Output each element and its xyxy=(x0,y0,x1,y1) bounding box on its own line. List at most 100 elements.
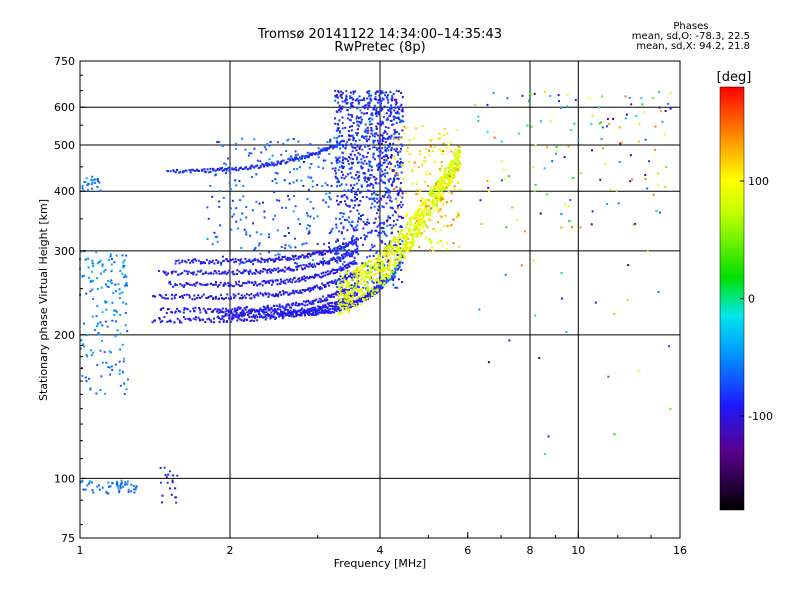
data-point xyxy=(354,261,357,264)
data-point xyxy=(400,171,403,174)
data-point xyxy=(297,140,300,143)
data-point xyxy=(107,492,110,495)
data-point xyxy=(369,197,372,200)
data-point xyxy=(221,145,224,147)
data-point xyxy=(346,117,349,120)
data-point xyxy=(376,288,379,291)
data-point xyxy=(364,128,367,131)
data-point xyxy=(283,270,286,273)
data-point xyxy=(391,184,393,187)
data-point xyxy=(360,165,363,168)
data-point xyxy=(366,107,369,110)
data-point xyxy=(557,94,560,97)
data-point xyxy=(312,306,315,309)
data-point xyxy=(432,203,435,206)
data-point xyxy=(248,294,251,297)
data-point xyxy=(382,122,385,125)
data-point xyxy=(377,208,380,211)
data-point xyxy=(183,284,186,287)
data-point xyxy=(274,214,276,217)
data-point xyxy=(373,146,376,149)
data-point xyxy=(353,287,355,290)
data-point xyxy=(194,284,197,287)
data-point xyxy=(259,307,262,310)
data-point xyxy=(373,132,376,135)
data-point xyxy=(215,295,217,298)
data-point xyxy=(315,312,318,315)
data-point xyxy=(384,233,386,236)
data-point xyxy=(334,169,337,172)
data-point xyxy=(398,162,401,165)
data-point xyxy=(385,220,388,223)
data-point xyxy=(343,296,346,299)
data-point xyxy=(243,318,246,321)
data-point xyxy=(247,167,250,170)
data-point xyxy=(358,179,360,182)
data-point xyxy=(437,187,440,190)
data-point xyxy=(377,287,379,289)
data-point xyxy=(237,169,240,172)
data-point xyxy=(397,213,399,216)
data-point xyxy=(395,100,398,103)
data-point xyxy=(283,247,286,250)
data-point xyxy=(217,285,219,288)
data-point xyxy=(424,173,427,176)
data-point xyxy=(300,255,302,258)
data-point xyxy=(188,296,191,299)
data-point xyxy=(378,182,381,185)
data-point xyxy=(294,154,297,157)
data-point xyxy=(333,269,336,271)
data-point xyxy=(643,111,645,114)
data-point xyxy=(356,145,359,148)
data-point xyxy=(352,299,355,302)
data-point xyxy=(392,137,395,140)
data-point xyxy=(310,176,313,179)
data-point xyxy=(323,260,326,263)
data-point xyxy=(269,141,272,143)
data-point xyxy=(234,315,237,318)
data-point xyxy=(364,275,367,278)
data-point xyxy=(92,280,94,283)
data-point xyxy=(366,189,369,192)
data-point xyxy=(403,237,405,240)
data-point xyxy=(347,308,350,311)
data-point xyxy=(333,249,336,252)
data-point xyxy=(195,297,198,299)
data-point xyxy=(335,305,338,308)
data-point xyxy=(379,178,382,181)
data-point xyxy=(376,290,379,292)
data-point xyxy=(426,225,429,228)
data-point xyxy=(372,146,375,149)
data-point xyxy=(319,286,322,289)
data-point xyxy=(196,281,199,284)
data-point xyxy=(97,332,100,335)
data-point xyxy=(288,312,291,315)
data-point xyxy=(185,281,188,284)
data-point xyxy=(216,310,219,313)
data-point xyxy=(219,309,222,312)
data-point xyxy=(393,272,396,275)
data-point xyxy=(256,316,259,319)
data-point xyxy=(609,188,612,191)
data-point xyxy=(380,99,383,102)
data-point xyxy=(241,212,244,215)
data-point xyxy=(167,308,170,310)
data-point xyxy=(432,150,434,153)
data-point xyxy=(283,282,286,284)
data-point xyxy=(351,261,354,263)
data-point xyxy=(390,156,393,159)
data-point xyxy=(243,261,246,264)
data-point xyxy=(265,148,268,151)
data-point xyxy=(228,310,231,313)
data-point xyxy=(351,125,354,128)
data-point xyxy=(384,280,387,283)
data-point xyxy=(229,188,232,190)
data-point xyxy=(373,192,376,195)
data-point xyxy=(442,225,445,228)
data-point xyxy=(122,360,125,363)
data-point xyxy=(376,225,379,228)
data-point xyxy=(387,215,390,218)
data-point xyxy=(96,262,99,265)
data-point xyxy=(343,189,346,192)
data-point xyxy=(455,162,458,164)
